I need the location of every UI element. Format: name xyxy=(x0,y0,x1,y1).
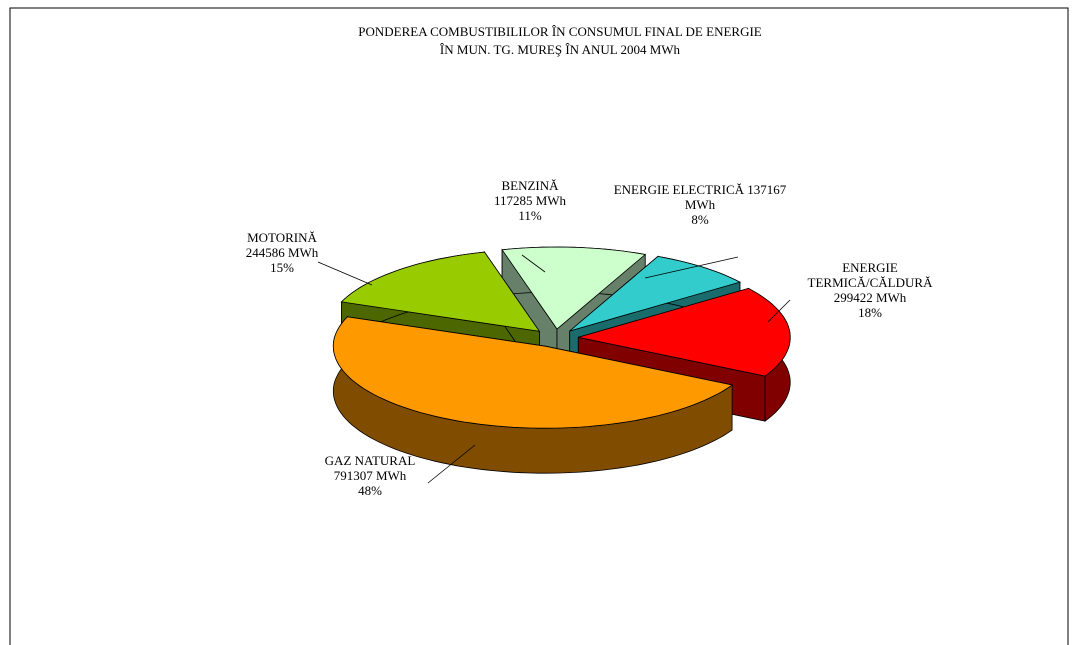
data-label: 8% xyxy=(691,212,709,227)
data-label: 791307 MWh xyxy=(334,468,407,483)
data-label: TERMICĂ/CĂLDURĂ xyxy=(808,275,934,290)
data-label: 18% xyxy=(858,305,882,320)
data-label: 15% xyxy=(270,260,294,275)
data-label: 299422 MWh xyxy=(834,290,907,305)
chart-frame xyxy=(9,7,1069,645)
data-label: 11% xyxy=(518,208,542,223)
data-label: MWh xyxy=(685,197,716,212)
data-label: ENERGIE ELECTRICĂ 137167 xyxy=(614,182,787,197)
data-label: BENZINĂ xyxy=(501,178,559,193)
slice xyxy=(578,287,791,377)
slice xyxy=(501,246,647,330)
chart-title: PONDEREA COMBUSTIBILILOR ÎN CONSUMUL FIN… xyxy=(358,24,762,39)
slice-group xyxy=(332,315,734,474)
leader-line xyxy=(521,254,546,273)
slice xyxy=(340,251,541,332)
data-label: MOTORINĂ xyxy=(247,230,317,245)
leader-line xyxy=(644,256,739,279)
leader-line xyxy=(767,299,791,323)
data-label: ENERGIE xyxy=(842,260,898,275)
leader-line xyxy=(317,261,373,286)
slice xyxy=(332,316,734,429)
data-label: GAZ NATURAL xyxy=(325,453,416,468)
slice xyxy=(569,255,741,332)
chart-subtitle: ÎN MUN. TG. MUREŞ ÎN ANUL 2004 MWh xyxy=(440,42,681,57)
data-label: 48% xyxy=(358,483,382,498)
leader-line xyxy=(427,444,476,484)
data-label: 117285 MWh xyxy=(494,193,567,208)
data-label: 244586 MWh xyxy=(246,245,319,260)
